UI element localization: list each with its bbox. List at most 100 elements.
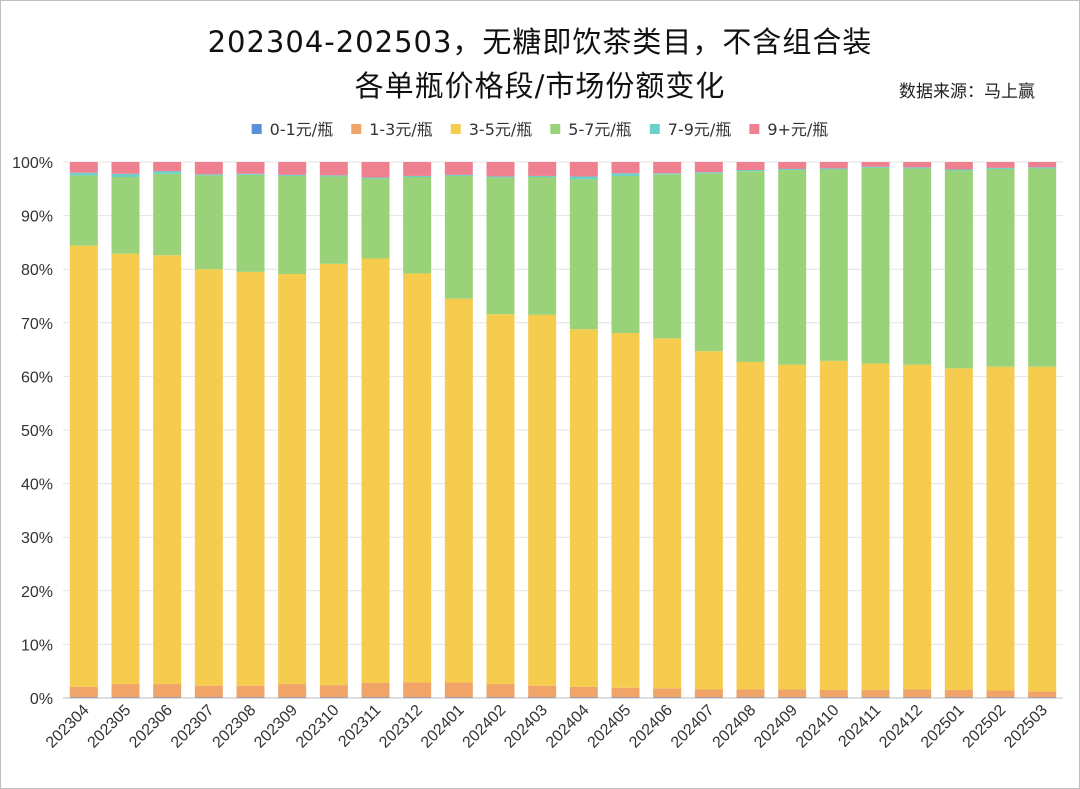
- bar-segment: [778, 170, 807, 365]
- x-tick-label: 202307: [168, 702, 218, 752]
- bar-segment: [569, 179, 598, 330]
- x-tick-label: 202309: [251, 702, 301, 752]
- bar-segment: [153, 697, 182, 698]
- bar-segment: [653, 173, 682, 175]
- bar-segment: [986, 690, 1015, 698]
- bar-segment: [778, 168, 807, 171]
- legend-swatch: [351, 124, 362, 134]
- bar-segment: [569, 329, 598, 687]
- bar-segment: [403, 682, 432, 698]
- bar-segment: [694, 162, 723, 173]
- bar-segment: [69, 172, 98, 176]
- x-tick-label: 202310: [293, 702, 343, 752]
- y-tick-label: 30%: [21, 530, 53, 547]
- x-tick-label: 202501: [918, 702, 968, 752]
- bar-segment: [903, 168, 932, 365]
- bar-segment: [444, 697, 473, 698]
- legend-label: 9+元/瓶: [767, 120, 828, 139]
- bar-segment: [653, 697, 682, 698]
- bar-segment: [111, 173, 140, 178]
- bar-segment: [444, 174, 473, 176]
- bar-segment: [736, 170, 765, 172]
- legend-label: 0-1元/瓶: [270, 120, 334, 139]
- bar-segment: [653, 162, 682, 174]
- bar-segment: [903, 167, 932, 169]
- y-tick-label: 20%: [21, 584, 53, 601]
- bar-segment: [194, 269, 223, 686]
- bar-segment: [486, 684, 515, 698]
- bar-segment: [111, 684, 140, 698]
- bar-segment: [569, 162, 598, 177]
- chart-title-line2: 各单瓶价格段/市场份额变化: [354, 69, 726, 103]
- bar-segment: [528, 685, 557, 698]
- bar-segment: [694, 173, 723, 352]
- bar-segment: [611, 687, 640, 698]
- y-tick-label: 60%: [21, 369, 53, 386]
- bar-segment: [653, 174, 682, 339]
- bar-segment: [778, 162, 807, 169]
- bar-segment: [819, 169, 848, 361]
- bar-segment: [1028, 366, 1057, 692]
- bar-segment: [236, 271, 265, 686]
- bar-segment: [986, 366, 1015, 691]
- bar-segment: [1028, 162, 1057, 168]
- bar-segment: [486, 176, 515, 178]
- bar-segment: [194, 162, 223, 175]
- bar-segment: [361, 682, 390, 698]
- bar-segment: [736, 361, 765, 690]
- y-tick-label: 10%: [21, 637, 53, 654]
- x-tick-label: 202407: [668, 702, 718, 752]
- bar-segment: [236, 173, 265, 175]
- bar-segment: [361, 178, 390, 259]
- bar-segment: [403, 177, 432, 274]
- bar-segment: [819, 360, 848, 690]
- x-tick-label: 202312: [376, 702, 426, 752]
- bar-segment: [194, 174, 223, 176]
- x-tick-label: 202404: [543, 702, 593, 752]
- bar-segment: [361, 162, 390, 178]
- bar-segment: [528, 175, 557, 178]
- bar-segment: [1028, 168, 1057, 367]
- bar-segment: [278, 175, 307, 275]
- bar-segment: [444, 298, 473, 683]
- bar-segment: [444, 682, 473, 698]
- bar-segment: [903, 689, 932, 698]
- x-tick-label: 202304: [43, 702, 93, 752]
- bar-segment: [903, 162, 932, 168]
- bar-segment: [944, 170, 973, 369]
- bar-segment: [153, 162, 182, 172]
- bar-segment: [153, 171, 182, 174]
- y-tick-label: 100%: [12, 155, 53, 172]
- bar-segment: [153, 684, 182, 698]
- bar-segment: [861, 162, 890, 167]
- x-tick-label: 202412: [876, 702, 926, 752]
- bar-segment: [319, 176, 348, 264]
- x-tick-label: 202401: [418, 702, 468, 752]
- bar-segment: [403, 273, 432, 683]
- bar-segment: [111, 253, 140, 685]
- bar-segment: [903, 364, 932, 690]
- bar-segment: [236, 174, 265, 272]
- x-tick-label: 202411: [835, 702, 884, 751]
- bar-segment: [736, 171, 765, 362]
- bar-segment: [361, 697, 390, 698]
- bar-segment: [153, 173, 182, 256]
- bar-segment: [361, 177, 390, 179]
- bar-segment: [736, 162, 765, 171]
- x-tick-label: 202403: [501, 702, 551, 752]
- bar-segment: [611, 697, 640, 698]
- bar-segment: [444, 175, 473, 299]
- x-tick-label: 202405: [585, 702, 635, 752]
- bar-segment: [278, 174, 307, 176]
- bar-segment: [653, 338, 682, 689]
- bar-segment: [528, 177, 557, 315]
- bar-segment: [986, 697, 1015, 698]
- bar-segment: [403, 162, 432, 176]
- x-tick-label: 202311: [335, 702, 384, 751]
- bar-segment: [69, 175, 98, 246]
- bar-segment: [861, 363, 890, 690]
- bar-segment: [819, 168, 848, 170]
- x-tick-label: 202308: [210, 702, 260, 752]
- bar-segment: [69, 245, 98, 687]
